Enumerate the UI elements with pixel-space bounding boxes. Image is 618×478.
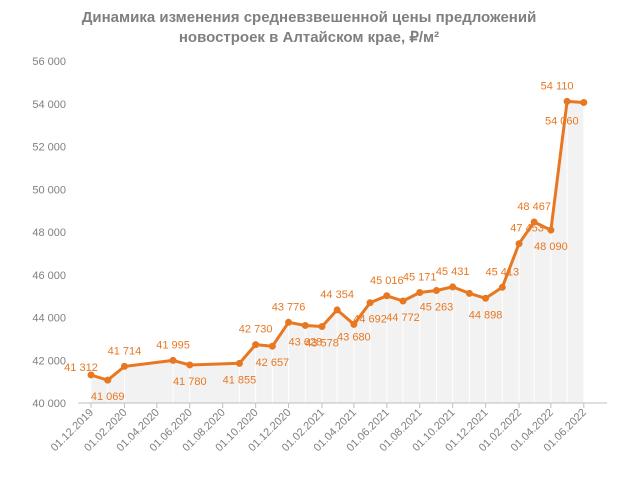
data-label: 45 431	[436, 266, 470, 278]
data-point	[580, 98, 588, 106]
data-point	[465, 289, 473, 297]
chart-title: Динамика изменения средневзвешенной цены…	[0, 8, 618, 48]
data-point	[268, 342, 276, 350]
data-point	[547, 226, 555, 234]
data-points	[87, 97, 588, 384]
data-point	[301, 321, 309, 329]
data-label: 41 069	[91, 391, 125, 403]
data-point	[318, 323, 326, 331]
data-label: 43 680	[337, 331, 371, 343]
y-tick-label: 40 000	[32, 398, 66, 410]
data-label: 41 780	[173, 376, 207, 388]
y-tick-label: 52 000	[32, 142, 66, 154]
data-label: 54 110	[541, 80, 574, 92]
data-point	[432, 287, 440, 295]
data-point	[350, 320, 358, 328]
y-tick-label: 46 000	[32, 270, 66, 282]
y-tick-label: 50 000	[32, 184, 66, 196]
y-axis: 40 000 42 000 44 000 46 000 48 000 50 000 52 0…	[32, 56, 66, 410]
data-label: 45 171	[403, 271, 437, 283]
data-label: 41 855	[223, 374, 257, 386]
y-tick-label: 48 000	[32, 227, 66, 239]
data-label: 44 772	[386, 312, 420, 324]
data-point	[120, 362, 128, 370]
data-label: 42 730	[239, 324, 273, 336]
data-point	[530, 218, 538, 226]
data-point	[285, 318, 293, 326]
drop-lines	[90, 101, 585, 403]
data-label: 43 578	[305, 338, 339, 350]
y-tick-label: 44 000	[32, 313, 66, 325]
data-label: 45 413	[485, 266, 519, 278]
data-point	[515, 240, 523, 248]
data-labels: 41 312 41 069 41 714 41 995 41 780 41 855 42 7…	[64, 80, 578, 403]
chart-title-line-1: Динамика изменения средневзвешенной цены…	[81, 9, 537, 26]
data-label: 44 898	[469, 309, 503, 321]
y-tick-label: 42 000	[32, 355, 66, 367]
data-label: 42 657	[256, 357, 290, 369]
data-point	[416, 288, 424, 296]
data-label: 44 354	[320, 289, 354, 301]
data-point	[383, 292, 391, 300]
data-point	[333, 306, 341, 314]
data-point	[169, 356, 177, 364]
x-axis: 01.12.201901.02.202001.04.202001.06.2020…	[49, 403, 589, 454]
data-point	[87, 371, 95, 379]
data-label: 41 312	[64, 362, 98, 374]
data-label: 44 692	[353, 314, 387, 326]
data-label: 47 453	[510, 223, 544, 235]
data-label: 45 016	[370, 275, 404, 287]
data-point	[449, 283, 457, 291]
data-point	[399, 297, 407, 305]
data-point	[563, 97, 571, 105]
data-label: 45 263	[420, 302, 454, 314]
data-label: 43 776	[272, 301, 306, 313]
data-label: 43 628	[288, 336, 322, 348]
data-point	[498, 283, 506, 291]
data-label: 41 995	[156, 339, 190, 351]
y-tick-label: 54 000	[32, 99, 66, 111]
y-tick-label: 56 000	[32, 56, 66, 68]
data-point	[482, 294, 490, 302]
data-label: 48 090	[534, 241, 568, 253]
data-point	[252, 341, 260, 349]
data-point	[104, 376, 112, 384]
data-label: 41 714	[108, 345, 142, 357]
data-label: 48 467	[517, 201, 551, 213]
chart-title-line-2: новостроек в Алтайском крае, ₽/м²	[178, 29, 440, 46]
data-point	[366, 299, 374, 307]
data-label: 54 060	[545, 115, 579, 127]
data-point	[235, 359, 243, 367]
series-area	[91, 101, 584, 404]
data-point	[186, 361, 194, 369]
